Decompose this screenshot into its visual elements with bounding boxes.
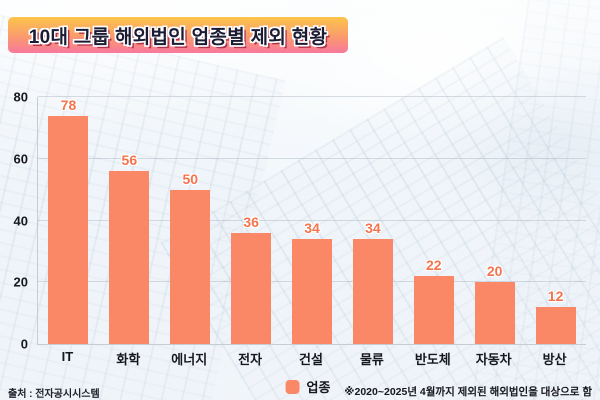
bar-column-화학: 56 — [99, 97, 160, 344]
legend: 업종 — [285, 377, 331, 396]
bar-column-에너지: 50 — [160, 97, 221, 344]
bar-column-전자: 36 — [221, 97, 282, 344]
bars-row: 78 56 50 36 34 34 22 20 12 — [38, 97, 586, 344]
bar-column-건설: 34 — [282, 97, 343, 344]
bar-column-방산: 12 — [525, 97, 586, 344]
bar-value-label: 22 — [426, 257, 442, 274]
y-tick-20: 20 — [13, 274, 28, 290]
bar-column-IT: 78 — [38, 97, 99, 344]
y-tick-60: 60 — [13, 151, 28, 167]
bar-value-label: 20 — [486, 263, 503, 280]
bar — [170, 189, 211, 344]
bar-column-반도체: 22 — [403, 97, 464, 344]
bar-value-label: 50 — [182, 170, 199, 187]
x-tick-자동차: 자동차 — [475, 352, 512, 367]
x-tick-에너지: 에너지 — [171, 352, 208, 367]
bar-value-label: 34 — [365, 220, 381, 237]
x-tick-반도체: 반도체 — [414, 352, 451, 367]
bar-value-label: 36 — [243, 213, 259, 230]
bar — [352, 239, 393, 344]
x-tick-전자: 전자 — [238, 352, 263, 367]
bar — [535, 306, 576, 344]
plot-area: 78 56 50 36 34 34 22 20 12 — [37, 96, 586, 345]
x-tick-건설: 건설 — [299, 352, 323, 367]
bar-column-물류: 34 — [342, 97, 403, 344]
bar-value-label: 78 — [60, 97, 77, 113]
legend-label: 업종 — [306, 380, 331, 395]
bar — [48, 116, 89, 344]
bar — [474, 282, 515, 344]
bar-value-label: 56 — [121, 152, 138, 169]
gridline-60 — [38, 157, 586, 159]
bar-value-label: 12 — [547, 287, 564, 304]
gridline-40 — [38, 219, 586, 221]
x-axis-labels: IT 화학 에너지 전자 건설 물류 반도체 자동차 방산 — [37, 349, 585, 368]
x-tick-IT: IT — [61, 349, 74, 364]
y-tick-40: 40 — [13, 213, 28, 228]
x-tick-물류: 물류 — [359, 352, 384, 367]
bar — [231, 232, 272, 344]
gridline-80 — [38, 96, 586, 97]
source-note: 출처 : 전자공시시스템 — [8, 389, 100, 400]
x-tick-화학: 화학 — [116, 352, 141, 367]
bar-value-label: 34 — [304, 220, 320, 237]
bar — [292, 239, 332, 344]
x-tick-방산: 방산 — [542, 352, 567, 367]
footnote: ※2020~2025년 4월까지 제외된 해외법인을 대상으로 함 — [344, 386, 592, 398]
y-tick-0: 0 — [20, 336, 28, 352]
y-axis-labels: 0 20 40 60 80 — [0, 90, 31, 352]
y-tick-80: 80 — [13, 89, 28, 105]
bar — [413, 276, 454, 344]
legend-swatch — [285, 379, 300, 394]
bar-column-자동차: 20 — [464, 97, 525, 344]
chart-title: 10대 그룹 해외법인 업종별 제외 현황 — [28, 26, 328, 48]
bar — [109, 171, 150, 344]
chart-title-badge: 10대 그룹 해외법인 업종별 제외 현황 — [8, 17, 348, 53]
